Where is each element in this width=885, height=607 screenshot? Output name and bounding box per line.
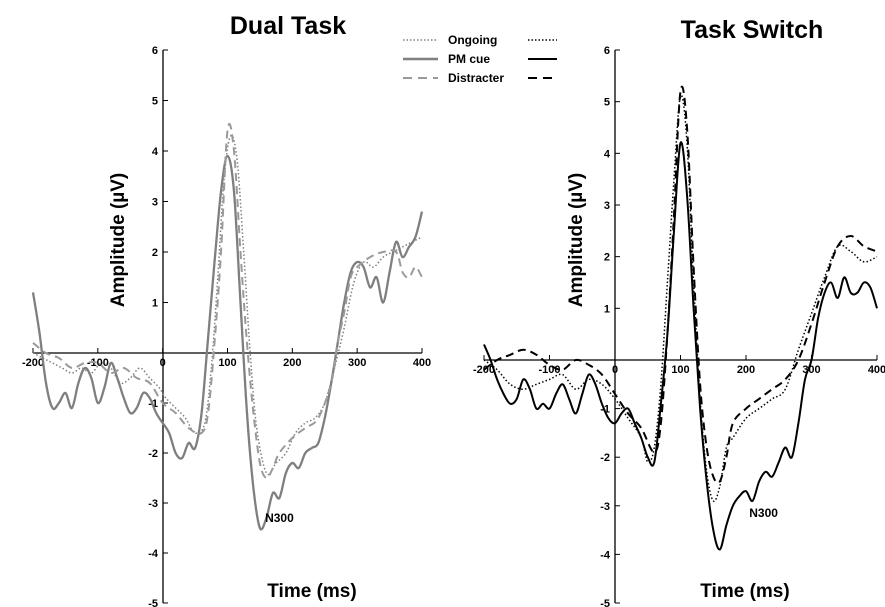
task-switch-series-ongoing: [483, 94, 878, 503]
dual-task-y-tick-label: 6: [152, 45, 158, 57]
dual-task-series-ongoing: [32, 134, 423, 476]
task-switch-y-tick-label: 5: [604, 97, 610, 109]
dual-task-x-tick-label: 200: [283, 357, 301, 369]
dual-task-y-tick-label: 5: [152, 96, 158, 108]
dual-task-x-tick-label: 100: [218, 357, 236, 369]
legend-label-ongoing: Ongoing: [448, 33, 497, 47]
dual-task-y-tick-label: 4: [152, 146, 159, 158]
task-switch-x-tick-label: 100: [671, 364, 689, 376]
task-switch-y-tick-label: -2: [600, 452, 610, 464]
dual-task-series-distracter: [32, 123, 423, 480]
task-switch-y-tick-label: 3: [604, 200, 610, 212]
task-switch-x-tick-label: -200: [473, 364, 495, 376]
task-switch-y-tick-label: 1: [604, 303, 610, 315]
legend: Ongoing PM cue Distracter: [403, 33, 557, 85]
dual-task-x-tick-label: 0: [160, 357, 166, 369]
dual-task-annotation-n300: N300: [265, 511, 294, 525]
x-axis-label-dual-task: Time (ms): [267, 581, 356, 602]
dual-task-y-tick-label: -3: [148, 498, 158, 510]
task-switch-y-tick-label: 4: [604, 148, 611, 160]
task-switch-series-distracter: [483, 85, 878, 484]
dual-task-y-tick-label: 1: [152, 298, 158, 310]
panel-title-dual-task: Dual Task: [230, 12, 346, 40]
dual-task-series-pm-cue: [31, 154, 424, 531]
task-switch-y-tick-label: -3: [600, 501, 610, 513]
task-switch-x-tick-label: 200: [737, 364, 755, 376]
dual-task-x-tick-label: -200: [22, 357, 44, 369]
task-switch-annotation-n300: N300: [749, 506, 778, 520]
task-switch-y-tick-label: 2: [604, 252, 610, 264]
dual-task-x-tick-label: 300: [348, 357, 366, 369]
task-switch-x-tick-label: 0: [612, 364, 618, 376]
dual-task-y-tick-label: 2: [152, 247, 158, 259]
task-switch-x-tick-label: 400: [868, 364, 885, 376]
dual-task-y-tick-label: -5: [148, 598, 158, 607]
task-switch-y-tick-label: -5: [600, 598, 610, 607]
legend-label-pmcue: PM cue: [448, 52, 490, 66]
task-switch-x-tick-label: 300: [802, 364, 820, 376]
legend-label-distracter: Distracter: [448, 71, 504, 85]
y-axis-label-dual-task: Amplitude (µV): [108, 173, 129, 307]
y-axis-label-task-switch: Amplitude (µV): [566, 173, 587, 307]
task-switch-y-tick-label: -4: [600, 549, 611, 561]
dual-task-y-tick-label: -4: [148, 548, 159, 560]
panel-title-task-switch: Task Switch: [681, 16, 824, 44]
x-axis-label-task-switch: Time (ms): [700, 581, 789, 602]
task-switch-y-tick-label: 6: [604, 45, 610, 57]
dual-task-y-tick-label: -2: [148, 448, 158, 460]
dual-task-x-tick-label: 400: [413, 357, 431, 369]
task-switch-series-pm-cue: [483, 141, 878, 551]
dual-task-y-tick-label: 3: [152, 197, 158, 209]
